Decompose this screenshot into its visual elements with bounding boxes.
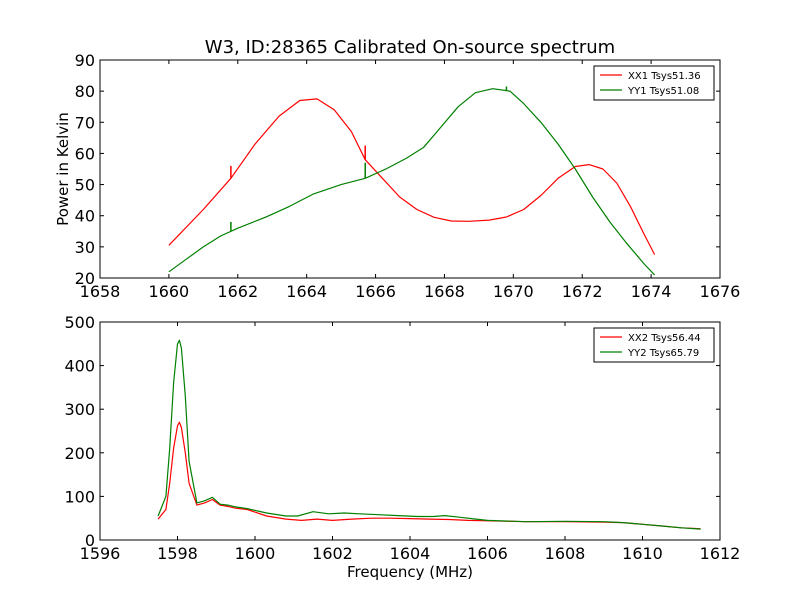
y-tick-label: 200 bbox=[64, 444, 95, 463]
x-tick-label: 1598 bbox=[157, 544, 198, 563]
series-line-0 bbox=[168, 98, 656, 255]
x-tick-label: 1612 bbox=[700, 544, 741, 563]
legend: XX2 Tsys56.44 YY2 Tsys65.79 bbox=[593, 327, 715, 363]
x-tick-label: 1608 bbox=[545, 544, 586, 563]
top-spectrum-panel: 1658 1660 1662 1664 1666 1668 1670 1672 1674 1676… bbox=[54, 51, 740, 301]
legend-box bbox=[593, 327, 715, 363]
x-tick-label: 1600 bbox=[235, 544, 276, 563]
y-tick-label: 50 bbox=[75, 176, 95, 195]
legend-label-1: YY1 Tsys51.08 bbox=[627, 86, 699, 97]
legend-label-0: XX1 Tsys51.36 bbox=[628, 71, 701, 82]
series-line-1 bbox=[168, 88, 656, 276]
x-tick-label: 1670 bbox=[493, 282, 534, 301]
legend-label-1: YY2 Tsys65.79 bbox=[627, 348, 699, 359]
x-tick-label: 1666 bbox=[355, 282, 396, 301]
legend: XX1 Tsys51.36 YY1 Tsys51.08 bbox=[593, 65, 715, 101]
y-tick-label: 30 bbox=[75, 238, 95, 257]
x-tick-label: 1672 bbox=[562, 282, 603, 301]
x-tick-label: 1604 bbox=[390, 544, 431, 563]
y-axis-title: Power in Kelvin bbox=[54, 112, 72, 226]
y-tick-label: 100 bbox=[64, 487, 95, 506]
x-axis-title: Frequency (MHz) bbox=[347, 563, 473, 581]
legend-box bbox=[593, 65, 715, 101]
x-tick-label: 1658 bbox=[80, 282, 121, 301]
x-tick-label: 1660 bbox=[149, 282, 190, 301]
x-tick-label: 1676 bbox=[700, 282, 741, 301]
y-tick-label: 70 bbox=[75, 113, 95, 132]
x-tick-label: 1668 bbox=[424, 282, 465, 301]
x-tick-label: 1674 bbox=[631, 282, 672, 301]
x-tick-label: 1610 bbox=[622, 544, 663, 563]
legend-label-0: XX2 Tsys56.44 bbox=[628, 333, 701, 344]
x-tick-label: 1602 bbox=[312, 544, 353, 563]
x-tick-label: 1606 bbox=[467, 544, 508, 563]
axes-frame bbox=[99, 59, 721, 279]
y-tick-label: 300 bbox=[64, 400, 95, 419]
y-tick-label: 80 bbox=[75, 82, 95, 101]
x-tick-label: 1596 bbox=[80, 544, 121, 563]
series-line-1 bbox=[157, 339, 701, 530]
x-tick-label: 1664 bbox=[286, 282, 327, 301]
bottom-spectrum-panel: 1596 1598 1600 1602 1604 1606 1608 1610 1612 0 100… bbox=[64, 313, 740, 581]
y-tick-label: 60 bbox=[75, 144, 95, 163]
y-tick-label: 90 bbox=[75, 51, 95, 70]
y-tick-label: 500 bbox=[64, 313, 95, 332]
chart-title: W3, ID:28365 Calibrated On-source spectr… bbox=[205, 37, 615, 58]
y-tick-label: 400 bbox=[64, 357, 95, 376]
y-tick-label: 40 bbox=[75, 207, 95, 226]
x-tick-label: 1662 bbox=[217, 282, 258, 301]
y-tick-label: 0 bbox=[85, 531, 95, 550]
y-tick-label: 20 bbox=[75, 269, 95, 288]
